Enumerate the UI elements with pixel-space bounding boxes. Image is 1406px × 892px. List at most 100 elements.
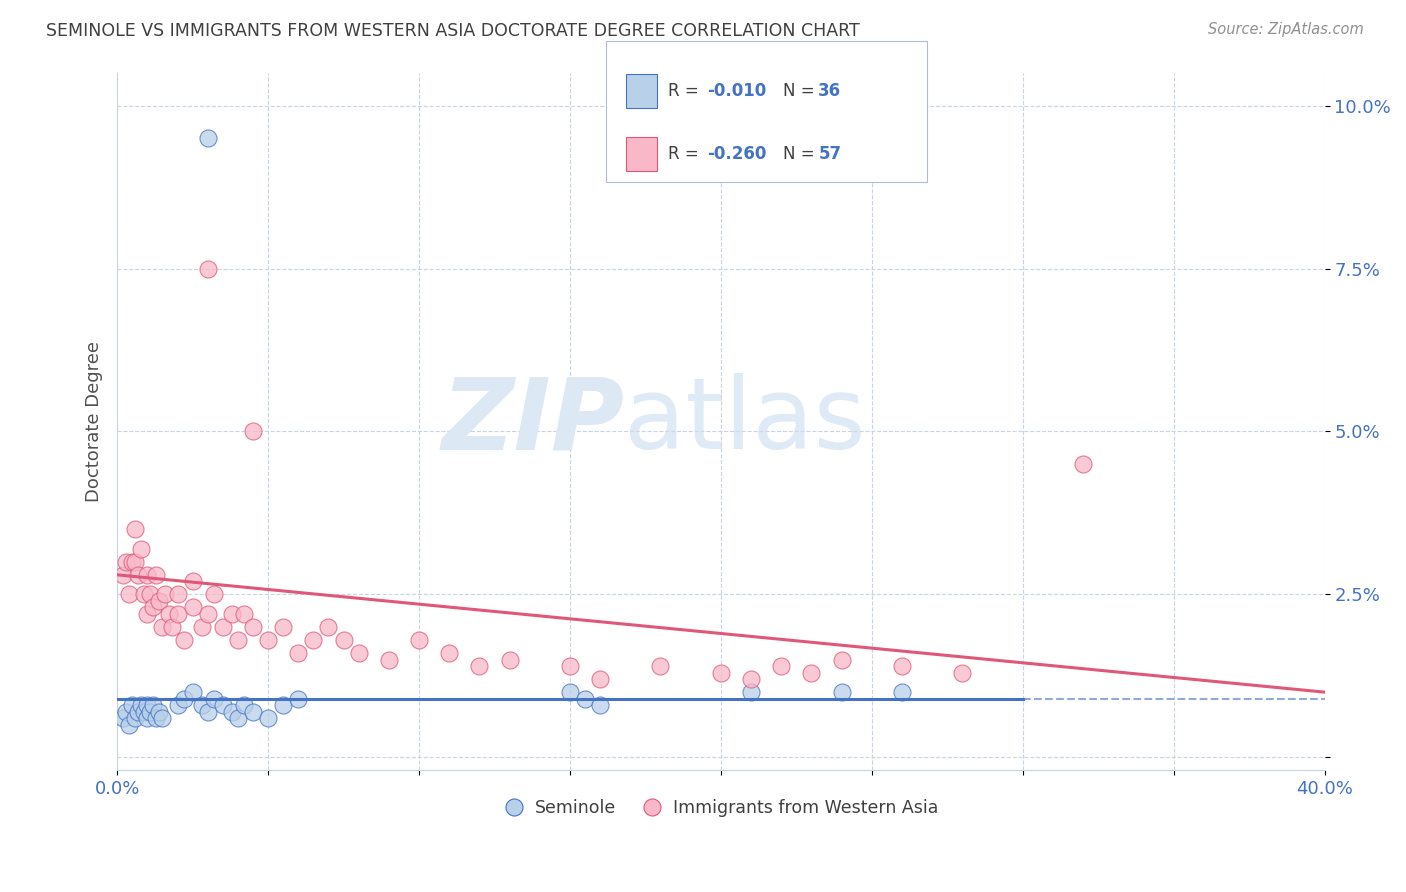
Point — [302, 632, 325, 647]
Point — [211, 620, 233, 634]
Point — [408, 632, 430, 647]
Point — [157, 607, 180, 621]
Point — [118, 717, 141, 731]
Point — [142, 698, 165, 713]
Point — [152, 620, 174, 634]
Point — [136, 607, 159, 621]
Point — [197, 261, 219, 276]
Point — [134, 587, 156, 601]
Point — [221, 607, 243, 621]
Point — [166, 607, 188, 621]
Text: R =: R = — [668, 82, 704, 101]
Point — [221, 705, 243, 719]
Point — [124, 555, 146, 569]
Point — [226, 632, 249, 647]
Point — [226, 711, 249, 725]
Text: -0.260: -0.260 — [707, 145, 766, 163]
Point — [145, 567, 167, 582]
Point — [831, 685, 853, 699]
Point — [160, 620, 183, 634]
Point — [136, 567, 159, 582]
Point — [181, 685, 204, 699]
Point — [800, 665, 823, 680]
Point — [257, 711, 280, 725]
Point — [121, 698, 143, 713]
Point — [131, 541, 153, 556]
Point — [589, 698, 612, 713]
Point — [710, 665, 733, 680]
Point — [197, 131, 219, 145]
Point — [831, 652, 853, 666]
Point — [139, 587, 162, 601]
Point — [332, 632, 354, 647]
Text: SEMINOLE VS IMMIGRANTS FROM WESTERN ASIA DOCTORATE DEGREE CORRELATION CHART: SEMINOLE VS IMMIGRANTS FROM WESTERN ASIA… — [46, 22, 860, 40]
Point — [318, 620, 340, 634]
Text: N =: N = — [783, 145, 820, 163]
Point — [740, 672, 762, 686]
Point — [558, 685, 581, 699]
Point — [242, 620, 264, 634]
Point — [152, 711, 174, 725]
Text: ZIP: ZIP — [441, 373, 624, 470]
Point — [155, 587, 177, 601]
Point — [166, 698, 188, 713]
Point — [148, 594, 170, 608]
Point — [197, 705, 219, 719]
Point — [891, 685, 914, 699]
Point — [950, 665, 973, 680]
Point — [127, 567, 149, 582]
Text: 57: 57 — [818, 145, 841, 163]
Point — [131, 698, 153, 713]
Point — [190, 620, 212, 634]
Point — [574, 691, 596, 706]
Point — [287, 691, 309, 706]
Point — [118, 587, 141, 601]
Point — [127, 705, 149, 719]
Point — [271, 620, 294, 634]
Point — [740, 685, 762, 699]
Point — [891, 659, 914, 673]
Point — [181, 574, 204, 589]
Point — [197, 607, 219, 621]
Point — [124, 711, 146, 725]
Point — [498, 652, 520, 666]
Point — [378, 652, 401, 666]
Point — [589, 672, 612, 686]
Point — [181, 600, 204, 615]
Point — [112, 567, 135, 582]
Point — [287, 646, 309, 660]
Point — [211, 698, 233, 713]
Point — [242, 705, 264, 719]
Point — [173, 691, 195, 706]
Point — [233, 698, 256, 713]
Point — [468, 659, 491, 673]
Point — [257, 632, 280, 647]
Point — [142, 600, 165, 615]
Point — [347, 646, 370, 660]
Point — [166, 587, 188, 601]
Point — [145, 711, 167, 725]
Point — [271, 698, 294, 713]
Point — [242, 425, 264, 439]
Legend: Seminole, Immigrants from Western Asia: Seminole, Immigrants from Western Asia — [496, 792, 945, 824]
Point — [202, 587, 225, 601]
Point — [134, 705, 156, 719]
Point — [121, 555, 143, 569]
Point — [202, 691, 225, 706]
Point — [770, 659, 793, 673]
Point — [148, 705, 170, 719]
Point — [115, 555, 138, 569]
Point — [1071, 457, 1094, 471]
Point — [136, 711, 159, 725]
Point — [437, 646, 460, 660]
Point — [139, 705, 162, 719]
Text: 36: 36 — [818, 82, 841, 101]
Point — [558, 659, 581, 673]
Text: R =: R = — [668, 145, 704, 163]
Text: Source: ZipAtlas.com: Source: ZipAtlas.com — [1208, 22, 1364, 37]
Y-axis label: Doctorate Degree: Doctorate Degree — [86, 341, 103, 502]
Point — [112, 711, 135, 725]
Text: N =: N = — [783, 82, 820, 101]
Text: atlas: atlas — [624, 373, 866, 470]
Point — [190, 698, 212, 713]
